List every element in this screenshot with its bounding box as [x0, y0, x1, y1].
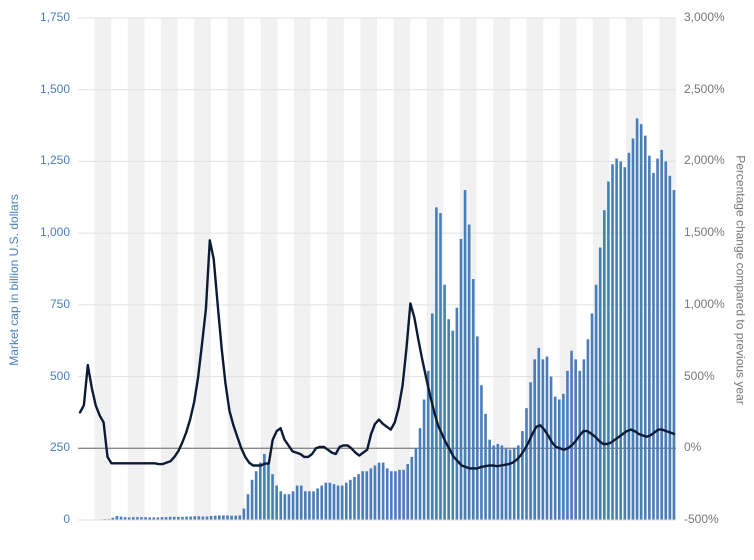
left-axis-label: Market cap in billion U.S. dollars [7, 194, 21, 365]
left-tick: 1,750 [30, 10, 70, 24]
left-tick: 0 [30, 512, 70, 526]
chart-container: Market cap in billion U.S. dollars Perce… [0, 0, 754, 560]
left-tick: 250 [30, 440, 70, 454]
left-tick: 1,500 [30, 82, 70, 96]
right-tick: 1,000% [684, 297, 739, 311]
left-tick: 750 [30, 297, 70, 311]
left-tick: 1,250 [30, 153, 70, 167]
chart-svg [0, 0, 754, 560]
right-tick: 3,000% [684, 10, 739, 24]
right-tick: 0% [684, 440, 739, 454]
right-tick: 1,500% [684, 225, 739, 239]
right-tick: 500% [684, 369, 739, 383]
right-tick: -500% [684, 512, 739, 526]
right-tick: 2,000% [684, 153, 739, 167]
right-axis-label: Percentage change compared to previous y… [733, 155, 747, 405]
right-tick: 2,500% [684, 82, 739, 96]
left-tick: 500 [30, 369, 70, 383]
left-tick: 1,000 [30, 225, 70, 239]
